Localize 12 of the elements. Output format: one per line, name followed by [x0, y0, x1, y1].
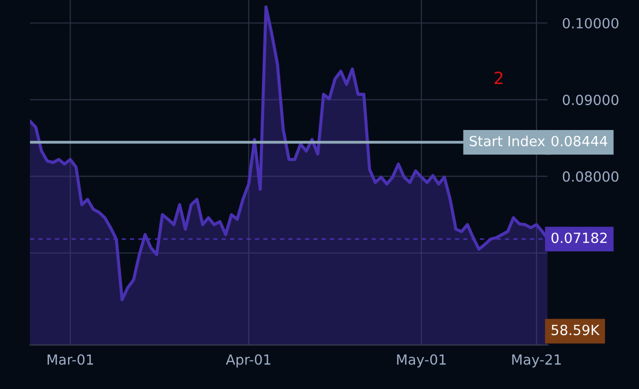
y-tick-label: 0.09000 — [562, 94, 618, 106]
x-tick-label: May-21 — [512, 354, 561, 368]
text: 0.07182 — [552, 232, 607, 244]
text: 58.59K — [552, 324, 600, 336]
y-tick-label: 0.08000 — [562, 171, 618, 182]
x-tick-label: Apr-01 — [226, 354, 270, 368]
x-tick-label: Mar-01 — [48, 354, 94, 365]
y-tick-label: 0.10000 — [562, 18, 618, 28]
ref-line-label: Start Index — [470, 136, 545, 146]
x-tick-label: May-01 — [397, 354, 446, 368]
annotation: 2 — [494, 72, 502, 84]
text: 0.08444 — [552, 136, 608, 146]
